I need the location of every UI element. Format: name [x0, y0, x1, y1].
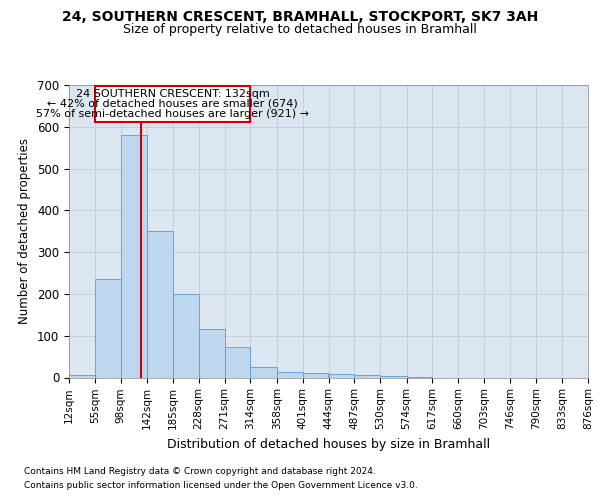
Bar: [277, 372, 302, 378]
Bar: [355, 376, 380, 378]
Y-axis label: Number of detached properties: Number of detached properties: [19, 138, 31, 324]
Bar: [95, 280, 121, 378]
Text: Contains public sector information licensed under the Open Government Licence v3: Contains public sector information licen…: [24, 481, 418, 490]
Bar: [380, 376, 407, 378]
Bar: [95, 86, 250, 122]
Bar: [69, 376, 95, 378]
Bar: [121, 135, 147, 378]
Bar: [329, 374, 355, 378]
Bar: [250, 367, 277, 378]
Text: 57% of semi-detached houses are larger (921) →: 57% of semi-detached houses are larger (…: [36, 109, 309, 119]
Text: 24 SOUTHERN CRESCENT: 132sqm: 24 SOUTHERN CRESCENT: 132sqm: [76, 88, 269, 99]
Bar: [147, 231, 173, 378]
Bar: [224, 348, 250, 378]
Bar: [407, 376, 433, 378]
Bar: [199, 330, 224, 378]
Text: 24, SOUTHERN CRESCENT, BRAMHALL, STOCKPORT, SK7 3AH: 24, SOUTHERN CRESCENT, BRAMHALL, STOCKPO…: [62, 10, 538, 24]
X-axis label: Distribution of detached houses by size in Bramhall: Distribution of detached houses by size …: [167, 438, 490, 450]
Text: ← 42% of detached houses are smaller (674): ← 42% of detached houses are smaller (67…: [47, 99, 298, 109]
Text: Size of property relative to detached houses in Bramhall: Size of property relative to detached ho…: [123, 22, 477, 36]
Bar: [173, 294, 199, 378]
Bar: [302, 374, 329, 378]
Text: Contains HM Land Registry data © Crown copyright and database right 2024.: Contains HM Land Registry data © Crown c…: [24, 467, 376, 476]
